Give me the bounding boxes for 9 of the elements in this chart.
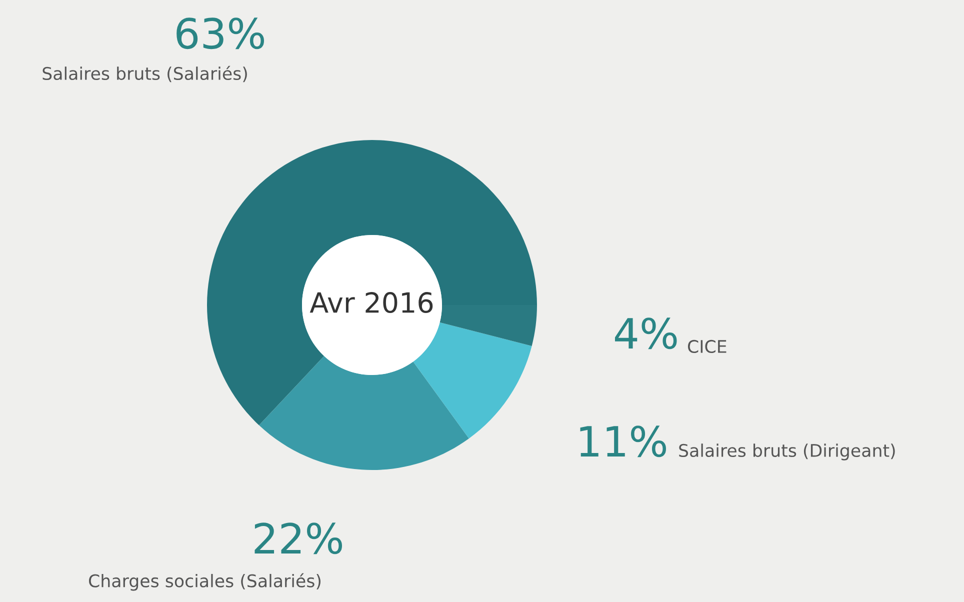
data-label: 22% xyxy=(254,522,342,554)
slice-label: Salaires bruts (Dirigeant) xyxy=(679,444,895,460)
data-label: 4% xyxy=(614,318,677,350)
data-label: 11% xyxy=(580,426,666,458)
slice-label: Salaires bruts (Salariés) xyxy=(42,66,247,82)
data-label: 63% xyxy=(176,18,264,50)
slice-label: Charges sociales (Salariés) xyxy=(88,573,320,591)
text: Avr 2016 xyxy=(310,292,433,314)
slice-label: CICE xyxy=(688,340,726,354)
